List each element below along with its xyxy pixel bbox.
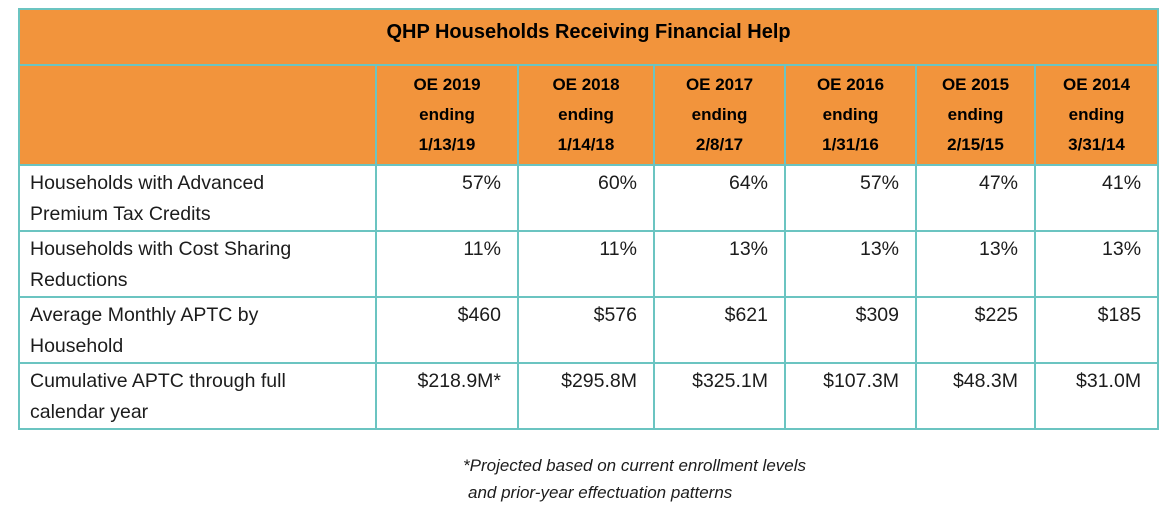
footnote-line2: and prior-year effectuation patterns <box>468 483 733 502</box>
cell-value: $31.0M <box>1033 362 1160 430</box>
row-label-line2: Reductions <box>30 269 128 291</box>
cell-value: $460 <box>375 296 519 364</box>
col-end-date: 2/15/15 <box>947 135 1004 154</box>
col-ending-label: ending <box>947 105 1004 124</box>
cell-value: $295.8M <box>517 362 655 430</box>
col-end-date: 1/31/16 <box>822 135 879 154</box>
cell-value: 13% <box>784 230 917 298</box>
row-label: Households with Cost Sharing Reductions <box>18 230 377 298</box>
cell-value: 47% <box>915 164 1036 232</box>
col-end-date: 1/13/19 <box>418 135 476 154</box>
row-label-line2: Premium Tax Credits <box>30 203 211 225</box>
qhp-financial-help-table: QHP Households Receiving Financial Help … <box>17 8 1160 430</box>
col-season: OE 2018 <box>552 75 620 94</box>
col-season: OE 2017 <box>685 75 754 94</box>
cell-value: 57% <box>375 164 519 232</box>
column-header-oe2019: OE 2019 ending 1/13/19 <box>375 64 519 166</box>
row-label-line2: Household <box>30 335 124 357</box>
row-label-line1: Households with Cost Sharing <box>30 238 292 260</box>
column-header-oe2014: OE 2014 ending 3/31/14 <box>1033 64 1160 166</box>
title-row: QHP Households Receiving Financial Help <box>17 8 1160 66</box>
cell-value: 64% <box>653 164 786 232</box>
col-season: OE 2016 <box>816 75 885 94</box>
col-ending-label: ending <box>822 105 879 124</box>
table-row-aptc-households: Households with Advanced Premium Tax Cre… <box>18 164 1160 232</box>
col-season: OE 2015 <box>941 75 1010 94</box>
cell-value: $185 <box>1033 296 1160 364</box>
col-end-date: 1/14/18 <box>557 135 615 154</box>
cell-value: $48.3M <box>915 362 1036 430</box>
col-end-date: 2/8/17 <box>695 135 744 154</box>
column-header-oe2018: OE 2018 ending 1/14/18 <box>517 64 655 166</box>
cell-value: $325.1M <box>653 362 786 430</box>
cell-value: 11% <box>375 230 519 298</box>
row-label-line1: Households with Advanced <box>30 172 265 194</box>
row-label-line2: calendar year <box>30 401 149 423</box>
col-ending-label: ending <box>1068 105 1125 124</box>
footnote-line1: *Projected based on current enrollment l… <box>463 456 807 475</box>
row-label-line1: Average Monthly APTC by <box>30 304 259 326</box>
row-label: Households with Advanced Premium Tax Cre… <box>18 164 377 232</box>
row-label: Average Monthly APTC by Household <box>18 296 377 364</box>
cell-value: 13% <box>1033 230 1160 298</box>
table-title: QHP Households Receiving Financial Help <box>17 8 1160 66</box>
col-ending-label: ending <box>691 105 748 124</box>
row-label: Cumulative APTC through full calendar ye… <box>18 362 377 430</box>
column-header-oe2017: OE 2017 ending 2/8/17 <box>653 64 786 166</box>
col-season: OE 2014 <box>1062 75 1131 94</box>
col-ending-label: ending <box>558 105 614 124</box>
cell-value: $576 <box>517 296 655 364</box>
table-row-cumulative-aptc: Cumulative APTC through full calendar ye… <box>18 362 1160 430</box>
col-season: OE 2019 <box>413 75 481 94</box>
cell-value: $218.9M* <box>375 362 519 430</box>
col-end-date: 3/31/14 <box>1068 135 1125 154</box>
row-label-line1: Cumulative APTC through full <box>30 370 286 392</box>
column-header-row: OE 2019 ending 1/13/19 OE 2018 ending 1/… <box>18 64 1160 166</box>
cell-value: $225 <box>915 296 1036 364</box>
cell-value: 11% <box>517 230 655 298</box>
cell-value: $107.3M <box>784 362 917 430</box>
cell-value: 13% <box>915 230 1036 298</box>
column-header-oe2015: OE 2015 ending 2/15/15 <box>915 64 1036 166</box>
cell-value: 60% <box>517 164 655 232</box>
cell-value: $621 <box>653 296 786 364</box>
cell-value: 13% <box>653 230 786 298</box>
corner-cell <box>18 64 377 166</box>
col-ending-label: ending <box>419 105 475 124</box>
cell-value: $309 <box>784 296 917 364</box>
cell-value: 57% <box>784 164 917 232</box>
footnote: *Projected based on current enrollment l… <box>463 452 806 506</box>
cell-value: 41% <box>1033 164 1160 232</box>
column-header-oe2016: OE 2016 ending 1/31/16 <box>784 64 917 166</box>
table-row-average-monthly-aptc: Average Monthly APTC by Household $460 $… <box>18 296 1160 364</box>
table-row-csr-households: Households with Cost Sharing Reductions … <box>18 230 1160 298</box>
